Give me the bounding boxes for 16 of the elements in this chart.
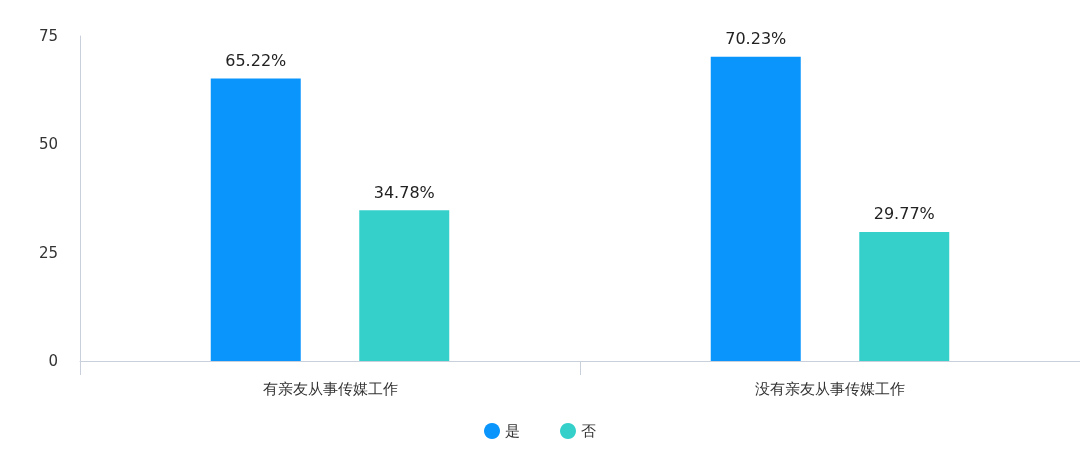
x-tick-label: 有亲友从事传媒工作 (262, 379, 398, 398)
bar (710, 56, 801, 361)
y-tick-label: 0 (48, 352, 58, 370)
y-tick-label: 50 (38, 135, 58, 154)
data-label: 70.23% (725, 29, 787, 49)
bar (359, 210, 450, 361)
data-label: 34.78% (373, 182, 435, 202)
bar (859, 232, 950, 361)
legend-label: 是 (505, 422, 520, 440)
x-tick-label: 没有亲友从事传媒工作 (755, 379, 905, 398)
data-label: 29.77% (873, 204, 935, 224)
y-tick-label: 75 (38, 27, 58, 45)
bar (210, 78, 301, 361)
y-tick-label: 25 (38, 243, 58, 262)
data-label: 65.22% (225, 50, 287, 70)
legend-label: 否 (581, 422, 596, 440)
